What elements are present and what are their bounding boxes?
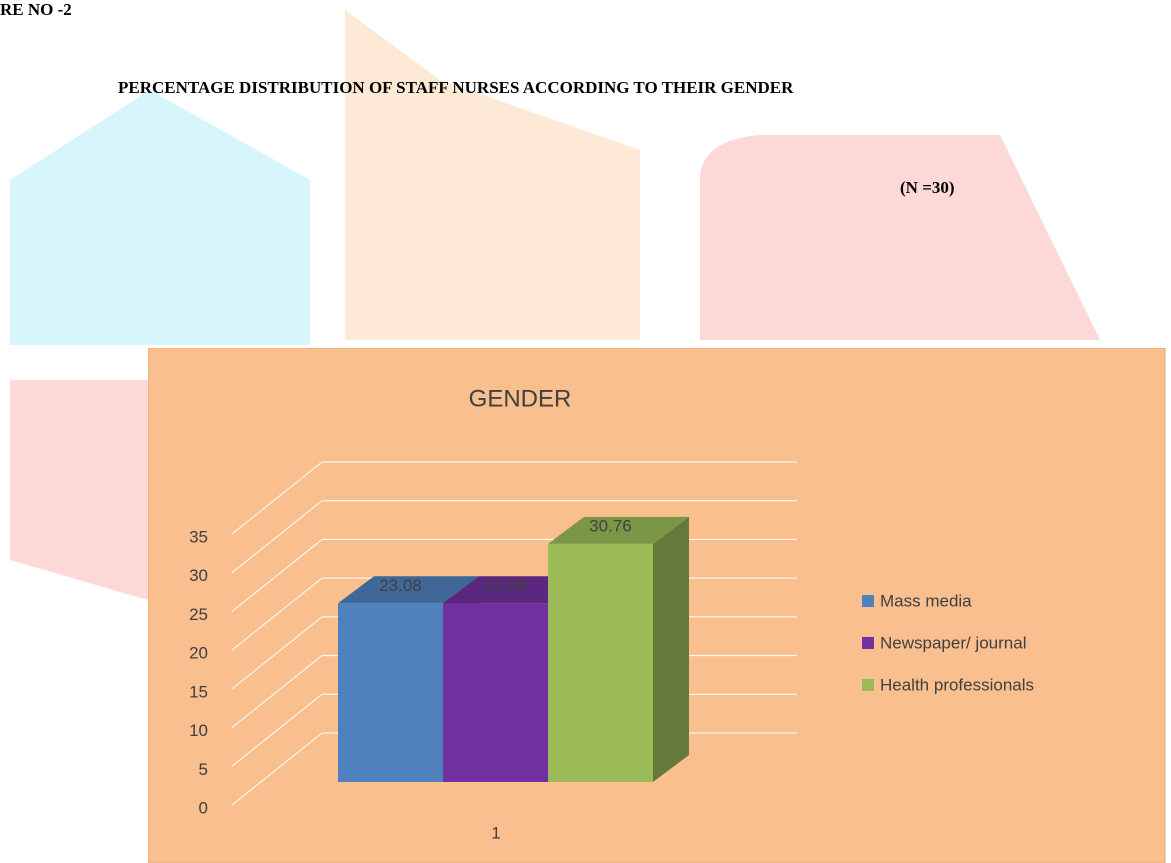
chart: GENDER 0 5 10 15 20 25 30 35 23.08 Mass media 23.0… bbox=[148, 348, 1166, 863]
y-tick-label: 15 bbox=[189, 682, 208, 701]
bar-top bbox=[338, 576, 479, 604]
y-tick-label: 35 bbox=[189, 527, 208, 546]
value-label: 23.08 bbox=[484, 576, 527, 595]
y-tick-label: 30 bbox=[189, 566, 208, 585]
sample-size: (N =30) bbox=[900, 178, 955, 197]
figure-label: RE NO -2 bbox=[0, 0, 72, 19]
y-tick-label: 0 bbox=[199, 798, 208, 817]
grid-line bbox=[231, 500, 323, 574]
legend-label: Newspaper/ journal bbox=[880, 633, 1026, 652]
legend-swatch bbox=[862, 637, 874, 649]
legend-label: Mass media bbox=[880, 591, 972, 610]
value-label: 30.76 bbox=[589, 516, 632, 535]
bar bbox=[338, 603, 443, 782]
watermark-shape bbox=[345, 10, 640, 340]
watermark-shape bbox=[10, 380, 148, 600]
grid-line bbox=[231, 732, 323, 806]
value-label: 23.08 bbox=[379, 576, 422, 595]
bar bbox=[443, 603, 548, 782]
legend-swatch bbox=[862, 595, 874, 607]
grid-line bbox=[231, 577, 323, 651]
x-tick-label: 1 bbox=[491, 823, 500, 842]
y-tick-label: 20 bbox=[189, 644, 208, 663]
y-tick-label: 10 bbox=[189, 721, 208, 740]
page-title: PERCENTAGE DISTRIBUTION OF STAFF NURSES … bbox=[118, 78, 794, 97]
watermark-shape bbox=[10, 90, 310, 345]
grid-line bbox=[231, 616, 323, 690]
watermark-shape bbox=[700, 135, 1100, 340]
bar-side bbox=[653, 516, 689, 782]
legend-swatch bbox=[862, 679, 874, 691]
y-tick-label: 5 bbox=[199, 760, 208, 779]
grid-line bbox=[231, 539, 323, 612]
legend-label: Health professionals bbox=[880, 675, 1034, 694]
bar bbox=[548, 543, 653, 782]
chart-title: GENDER bbox=[469, 385, 572, 412]
y-tick-label: 25 bbox=[189, 605, 208, 624]
grid-line bbox=[231, 693, 323, 767]
grid-line bbox=[231, 655, 323, 728]
bar-top bbox=[548, 516, 689, 544]
grid-line bbox=[231, 461, 323, 535]
